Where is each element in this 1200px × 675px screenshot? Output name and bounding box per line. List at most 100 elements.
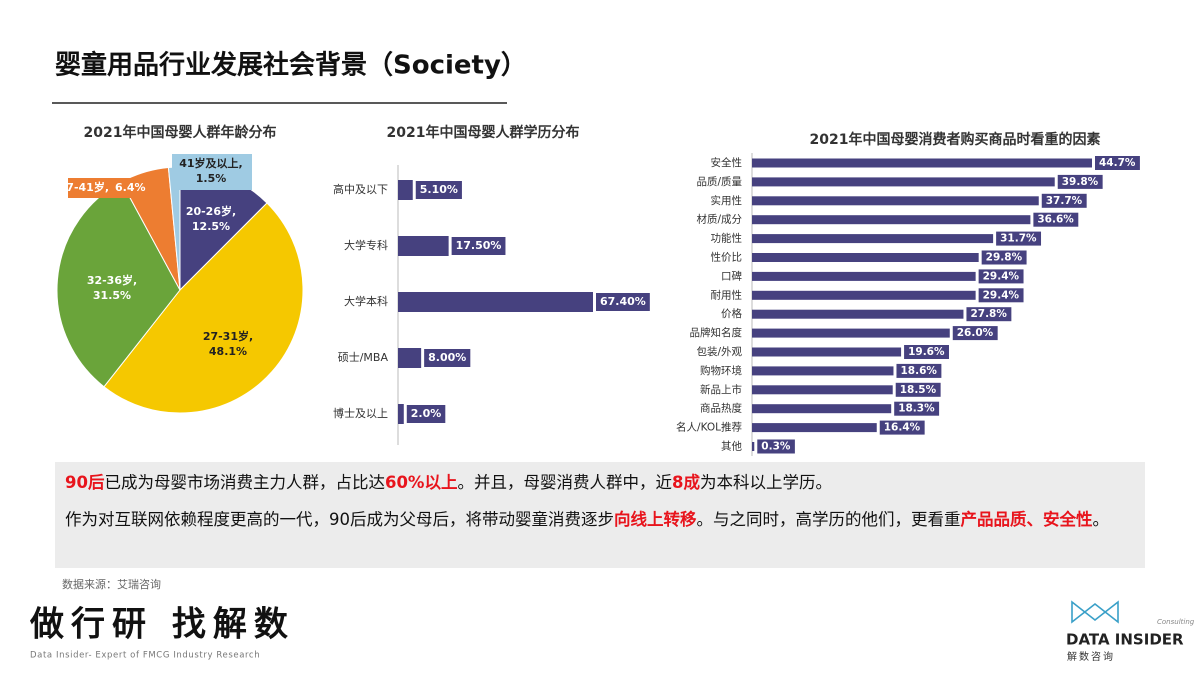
value-label-group: 18.5% bbox=[895, 382, 941, 397]
note-paragraph: 作为对互联网依赖程度更高的一代，90后成为父母后，将带动婴童消费逐步向线上转移。… bbox=[65, 507, 1135, 532]
value-label: 29.4% bbox=[983, 289, 1020, 301]
bar bbox=[752, 215, 1031, 225]
category-label: 新品上市 bbox=[700, 383, 742, 396]
logo-icon bbox=[1071, 600, 1119, 624]
value-label: 29.4% bbox=[983, 270, 1020, 282]
category-label: 功能性 bbox=[711, 232, 743, 245]
value-label-box bbox=[895, 382, 941, 397]
category-label: 性价比 bbox=[711, 251, 743, 264]
value-label-group: 2.0% bbox=[406, 405, 446, 423]
value-label-box bbox=[424, 349, 471, 367]
category-label: 品质/质量 bbox=[696, 176, 742, 188]
chart-title: 2021年中国母婴人群年龄分布 bbox=[84, 124, 277, 141]
bar bbox=[398, 180, 413, 200]
slice-category: 20-26岁, bbox=[186, 204, 236, 218]
note-paragraph: 90后已成为母婴市场消费主力人群，占比达60%以上。并且，母婴消费人群中，近8成… bbox=[65, 470, 1135, 495]
value-label: 5.10% bbox=[420, 183, 458, 196]
bar bbox=[752, 234, 994, 244]
value-label: 39.8% bbox=[1062, 176, 1099, 188]
bar bbox=[752, 385, 893, 395]
value-label-group: 19.6% bbox=[904, 345, 949, 359]
bar bbox=[398, 236, 449, 256]
value-label: 19.6% bbox=[908, 346, 945, 358]
category-label: 实用性 bbox=[711, 194, 743, 207]
value-label-box bbox=[406, 405, 446, 423]
value-label: 17.50% bbox=[456, 239, 502, 252]
bar bbox=[752, 404, 892, 414]
category-label: 其他 bbox=[721, 440, 742, 453]
bar bbox=[752, 158, 1092, 168]
value-label-group: 18.3% bbox=[894, 401, 940, 416]
value-label-group: 5.10% bbox=[415, 181, 462, 199]
value-label-box bbox=[1033, 212, 1079, 227]
value-label-box bbox=[415, 181, 462, 199]
slice-category: 27-31岁, bbox=[203, 329, 253, 343]
bar bbox=[752, 309, 964, 319]
note-text: 为本科以上学历。 bbox=[699, 473, 832, 492]
bar bbox=[398, 404, 404, 424]
bar bbox=[398, 292, 593, 312]
value-label-box bbox=[1095, 156, 1140, 170]
value-label-box bbox=[904, 345, 949, 359]
value-label-box bbox=[996, 231, 1042, 246]
chart-title: 2021年中国母婴消费者购买商品时看重的因素 bbox=[810, 131, 1101, 148]
bar bbox=[752, 328, 950, 338]
value-label-group: 18.6% bbox=[896, 363, 942, 378]
category-label: 安全性 bbox=[711, 156, 743, 169]
bar bbox=[752, 290, 976, 300]
category-label: 名人/KOL推荐 bbox=[676, 421, 742, 434]
note-text: 已成为母婴市场消费主力人群，占比达 bbox=[104, 473, 385, 492]
category-label: 包装/外观 bbox=[696, 345, 742, 358]
value-label: 36.6% bbox=[1037, 214, 1074, 226]
value-label-box bbox=[451, 237, 506, 255]
category-label: 硕士/MBA bbox=[338, 351, 389, 364]
logo-name: DATA INSIDER bbox=[1066, 631, 1184, 649]
label-box bbox=[172, 154, 252, 190]
bar bbox=[752, 271, 976, 281]
value-label: 18.3% bbox=[898, 403, 935, 415]
slice-value-label: 6.4% bbox=[115, 181, 146, 194]
slice-category: 41岁及以上, bbox=[179, 156, 243, 170]
chart-title: 2021年中国母婴人群学历分布 bbox=[387, 124, 580, 141]
slice-value-label: 48.1% bbox=[209, 345, 247, 358]
category-label: 价格 bbox=[721, 307, 742, 320]
value-label: 26.0% bbox=[957, 327, 994, 339]
value-label: 67.40% bbox=[600, 295, 646, 308]
bar bbox=[752, 253, 979, 262]
value-label: 27.8% bbox=[970, 308, 1007, 320]
label-box bbox=[68, 178, 162, 198]
value-label-group: 0.3% bbox=[757, 439, 795, 454]
value-label-group: 36.6% bbox=[1033, 212, 1079, 227]
value-label-group: 39.8% bbox=[1057, 174, 1103, 189]
slice-value-label: 12.5% bbox=[192, 220, 230, 233]
bar bbox=[752, 442, 755, 451]
value-label-box bbox=[894, 401, 940, 416]
category-label: 口碑 bbox=[721, 269, 742, 282]
value-label: 37.7% bbox=[1046, 195, 1083, 207]
category-label: 材质/成分 bbox=[696, 213, 742, 226]
note-text: 。 bbox=[1092, 510, 1110, 529]
slice-category: 32-36岁, bbox=[87, 273, 137, 287]
note-highlight: 8成 bbox=[671, 473, 700, 492]
category-label: 大学本科 bbox=[344, 294, 388, 308]
category-label: 品牌知名度 bbox=[690, 326, 743, 339]
value-label-group: 44.7% bbox=[1095, 156, 1140, 170]
category-label: 购物环境 bbox=[700, 364, 742, 377]
value-label-group: 67.40% bbox=[596, 293, 650, 311]
value-label-box bbox=[896, 363, 942, 378]
bar bbox=[752, 366, 894, 376]
bar bbox=[752, 347, 902, 357]
value-label-group: 26.0% bbox=[952, 326, 998, 341]
slice-value-label: 31.5% bbox=[93, 289, 131, 302]
note-text: 。并且，母婴消费人群中，近 bbox=[457, 473, 672, 492]
value-label-group: 29.8% bbox=[981, 250, 1027, 265]
note-highlight: 60%以上 bbox=[384, 473, 458, 492]
value-label-box bbox=[966, 307, 1012, 322]
value-label-box bbox=[978, 288, 1024, 303]
value-label-group: 37.7% bbox=[1041, 193, 1087, 208]
tagline: Data Insider- Expert of FMCG Industry Re… bbox=[30, 651, 260, 661]
value-label-box bbox=[1041, 193, 1087, 208]
value-label-box bbox=[757, 439, 795, 454]
